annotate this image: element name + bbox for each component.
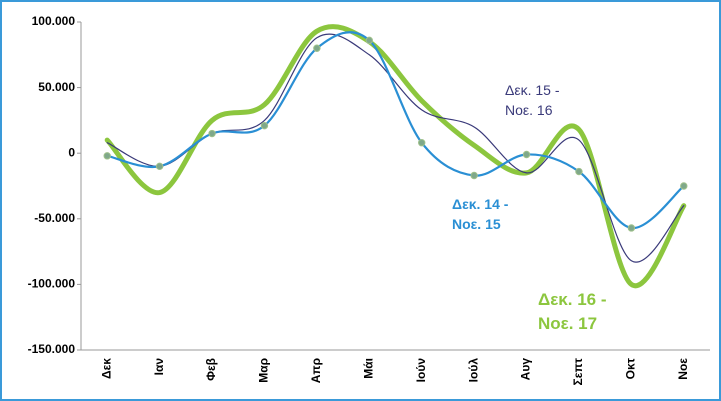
x-tick-label: Ιούν	[414, 358, 428, 383]
point	[522, 150, 531, 159]
x-tick-label: Νοε	[676, 358, 690, 380]
y-tick-label: 0	[68, 145, 75, 159]
x-tick-label: Σεπτ	[571, 357, 585, 385]
point	[680, 182, 688, 190]
point	[418, 139, 426, 147]
x-tick-label: Απρ	[309, 358, 323, 383]
point	[627, 224, 636, 232]
x-tick-label: Φεβ	[204, 358, 218, 381]
point	[313, 44, 321, 52]
point	[208, 129, 216, 138]
x-tick-label: Δεκ	[99, 358, 113, 379]
x-tick-label: Ιαν	[152, 358, 166, 376]
series-label: Δεκ. 15 - Νοε. 16	[505, 82, 560, 118]
point	[260, 121, 269, 130]
y-tick-label: -50.000	[34, 211, 75, 225]
x-tick-label: Οκτ	[624, 357, 638, 379]
point	[103, 152, 111, 160]
y-tick-label: -100.000	[28, 277, 76, 291]
point	[155, 162, 164, 171]
point	[365, 36, 373, 45]
y-tick-label: -150.000	[28, 342, 76, 356]
y-tick-label: 50.000	[38, 80, 75, 94]
x-tick-label: Ιούλ	[466, 358, 480, 383]
x-tick-label: Μάι	[361, 358, 375, 379]
point	[470, 171, 478, 180]
x-tick-label: Μαρ	[257, 358, 271, 383]
series-line	[104, 24, 687, 289]
series-label: Δεκ. 14 - Νοε. 15	[452, 196, 509, 232]
point	[575, 167, 583, 176]
series-label: Δεκ. 16 - Νοε. 17	[538, 290, 607, 333]
y-tick-label: 100.000	[32, 14, 76, 28]
x-tick-label: Αυγ	[519, 358, 533, 381]
